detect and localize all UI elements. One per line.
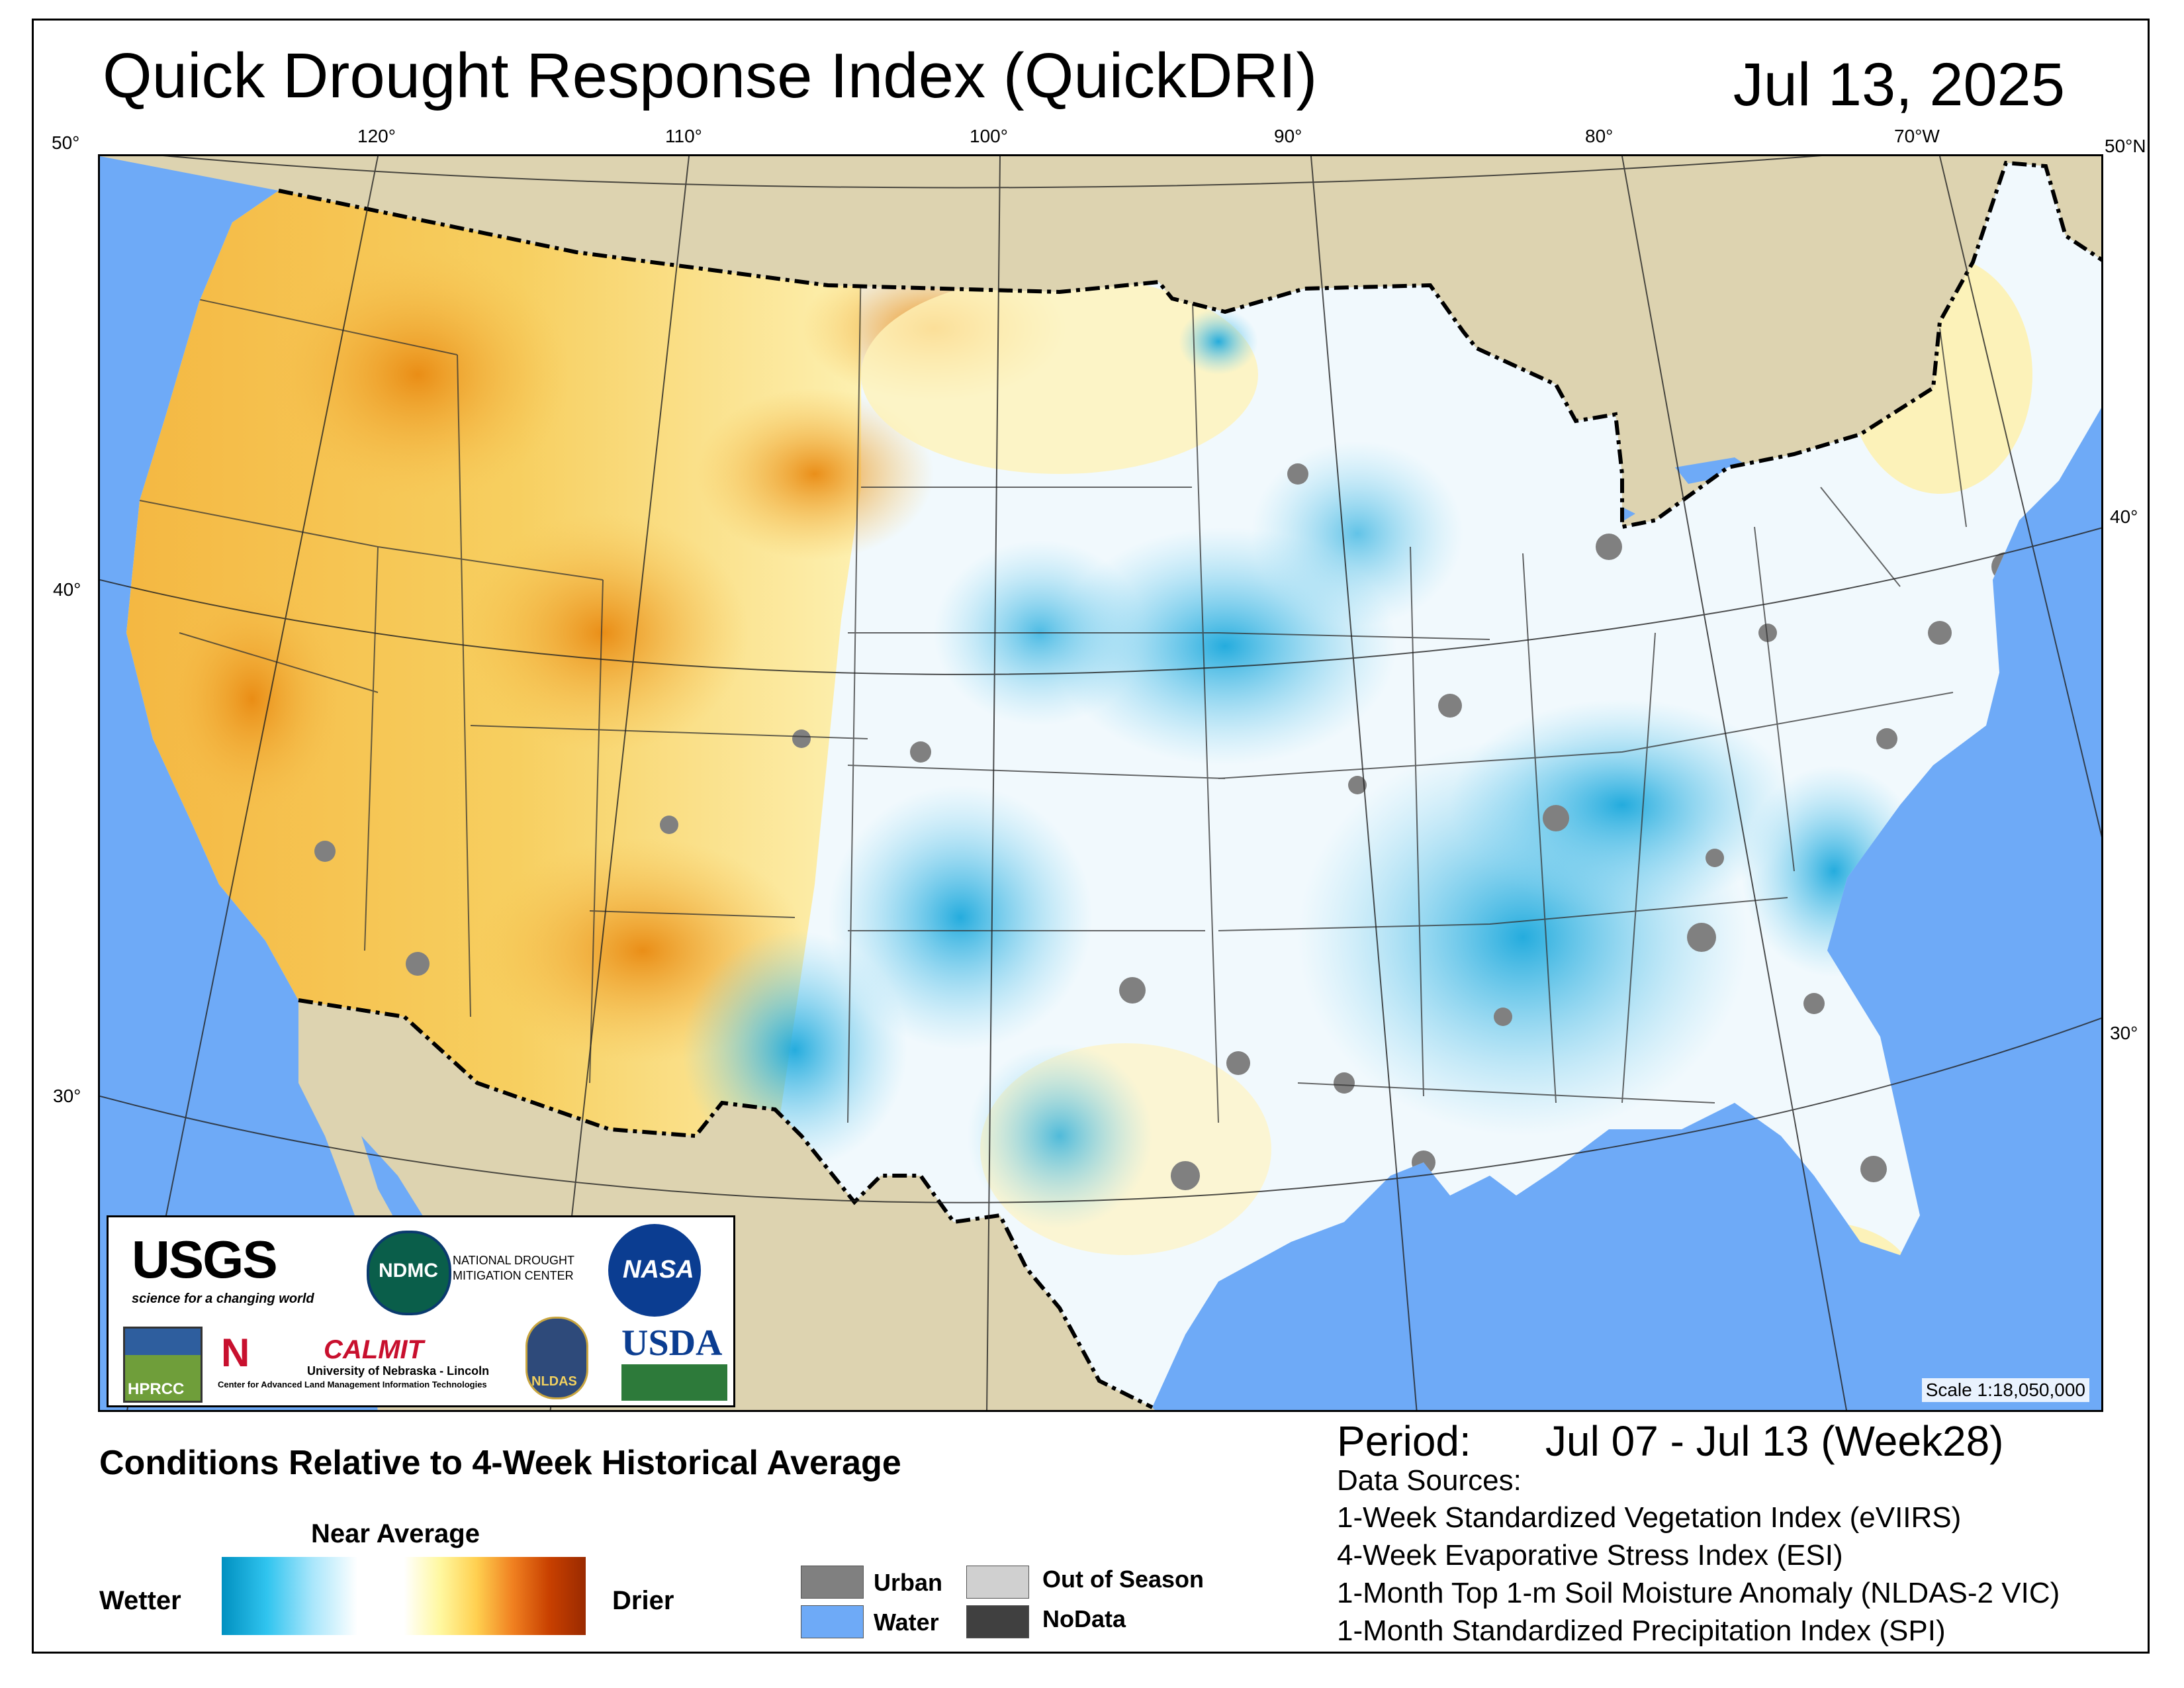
- lon-label-110: 110°: [665, 126, 702, 146]
- ndmc-name-line1: NATIONAL DROUGHT: [453, 1254, 575, 1267]
- data-source-item: 1-Week Standardized Vegetation Index (eV…: [1337, 1501, 1962, 1534]
- lat-label-50-left: 50°: [52, 132, 80, 153]
- lon-label-80: 80°: [1585, 126, 1614, 146]
- figure-frame: [32, 19, 2150, 1654]
- legend-water-swatch: [801, 1605, 864, 1638]
- legend-out-of-season-label: Out of Season: [1042, 1566, 1205, 1593]
- calmit-logo: CALMIT: [324, 1335, 424, 1364]
- legend-nodata-swatch: [966, 1605, 1029, 1638]
- data-source-item: 4-Week Evaporative Stress Index (ESI): [1337, 1539, 1843, 1571]
- usgs-tagline: science for a changing world: [132, 1291, 314, 1306]
- data-source-item: 1-Month Top 1-m Soil Moisture Anomaly (N…: [1337, 1577, 2060, 1609]
- nasa-meatball: NASA: [608, 1224, 701, 1317]
- map-date: Jul 13, 2025: [1733, 51, 2065, 118]
- lat-label-40-left: 40°: [53, 579, 81, 600]
- data-sources-heading: Data Sources:: [1337, 1464, 1522, 1497]
- usgs-logo: USGS: [132, 1230, 278, 1289]
- urban-areas: [314, 463, 2021, 1190]
- period-value: Jul 07 - Jul 13 (Week28): [1545, 1417, 2004, 1465]
- period-label: Period:: [1337, 1417, 1471, 1465]
- lon-label-90: 90°: [1274, 126, 1302, 146]
- legend-wetter-ramp: [222, 1557, 357, 1635]
- legend-water-label: Water: [874, 1609, 939, 1636]
- legend-wetter-label: Wetter: [99, 1586, 181, 1615]
- lat-label-30-left: 30°: [53, 1086, 81, 1106]
- ndmc-logo: NDMC: [379, 1260, 438, 1282]
- nebraska-n-icon: N: [221, 1331, 250, 1375]
- ndmc-seal: NDMC: [367, 1231, 451, 1315]
- legend-drier-ramp: [404, 1557, 586, 1635]
- map-graphic: [100, 156, 2101, 1410]
- legend-nodata-label: NoData: [1042, 1605, 1126, 1632]
- usda-field-icon: [621, 1364, 727, 1401]
- legend-out-of-season-swatch: [966, 1566, 1029, 1599]
- lat-label-30-right: 30°: [2110, 1023, 2138, 1043]
- mexico-border: [298, 998, 1154, 1409]
- map-title: Quick Drought Response Index (QuickDRI): [103, 40, 1318, 111]
- hprcc-logo: HPRCC: [128, 1380, 185, 1398]
- legend-near-average-label: Near Average: [311, 1519, 480, 1548]
- quickdri-map: Scale 1:18,050,000 USGS science for a ch…: [98, 154, 2103, 1412]
- legend-drier-label: Drier: [612, 1586, 674, 1615]
- canada-border: [278, 160, 2101, 530]
- data-source-item: 1-Month Standardized Precipitation Index…: [1337, 1615, 1946, 1647]
- calmit-line2: Center for Advanced Land Management Info…: [218, 1380, 487, 1389]
- hprcc-badge: HPRCC: [123, 1327, 203, 1403]
- calmit-line1: University of Nebraska - Lincoln: [307, 1364, 490, 1378]
- map-scale: Scale 1:18,050,000: [1921, 1378, 2089, 1402]
- lon-label-120: 120°: [357, 126, 396, 146]
- lat-label-50n-right: 50°N: [2105, 136, 2146, 156]
- canada-land: [100, 156, 2101, 527]
- lon-label-100: 100°: [970, 126, 1008, 146]
- usda-logo: USDA: [621, 1323, 723, 1364]
- lat-label-40-right: 40°: [2110, 506, 2138, 527]
- legend-title: Conditions Relative to 4-Week Historical…: [99, 1444, 901, 1482]
- lon-label-70w: 70°W: [1894, 126, 1940, 146]
- nldas-logo: NLDAS: [531, 1374, 577, 1389]
- nasa-logo: NASA: [623, 1256, 694, 1284]
- nldas-badge: NLDAS: [525, 1317, 588, 1399]
- legend-urban-swatch: [801, 1566, 864, 1599]
- ndmc-name-line2: MITIGATION CENTER: [453, 1269, 574, 1282]
- graticule-lines: [100, 156, 2101, 1410]
- legend-urban-label: Urban: [874, 1569, 943, 1596]
- partner-logos: USGS science for a changing world NDMC N…: [107, 1215, 735, 1407]
- state-boundaries: [139, 255, 1967, 1123]
